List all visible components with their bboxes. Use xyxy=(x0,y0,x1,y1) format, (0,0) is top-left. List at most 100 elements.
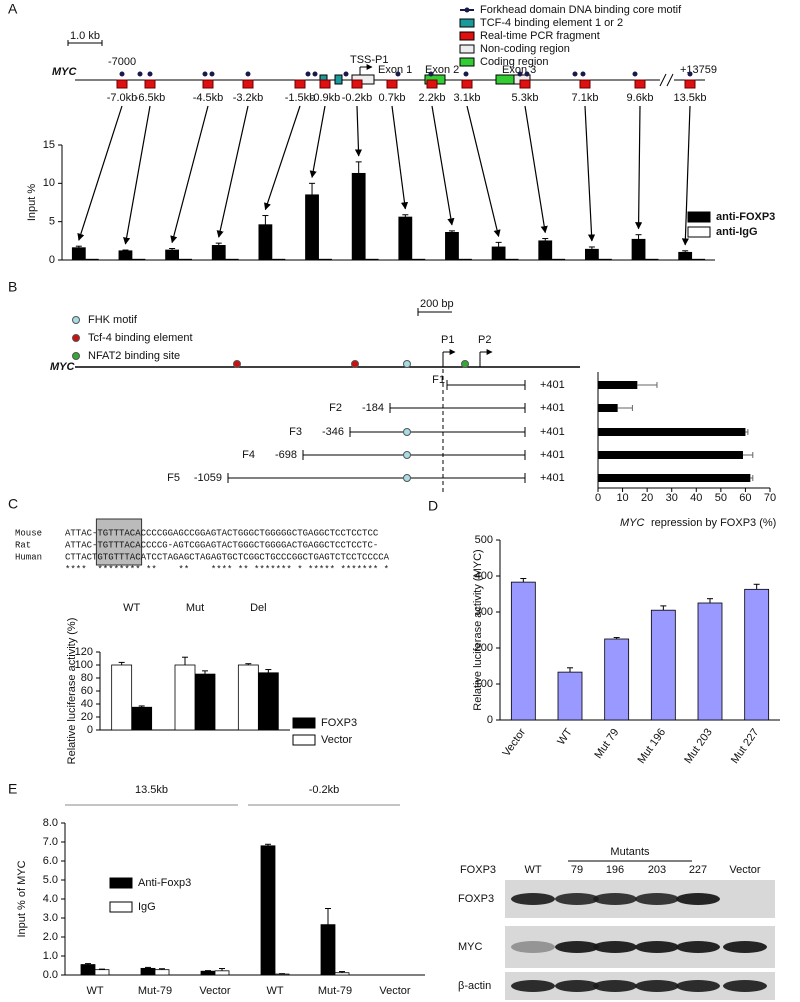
x-tick-label: WT xyxy=(123,602,140,614)
arrow xyxy=(309,105,326,179)
fragment-label: -3.2kb xyxy=(233,92,264,104)
construct-end-label: +401 xyxy=(540,402,565,414)
mutants-label: Mutants xyxy=(610,846,650,858)
pcr-fragment xyxy=(116,79,128,89)
x-tick-label: Vector xyxy=(199,985,231,997)
y-tick-label: 100 xyxy=(75,659,93,671)
x-tick-label: Vector xyxy=(379,985,411,997)
fhk-dot xyxy=(403,474,411,482)
y-tick-label: 80 xyxy=(81,672,93,684)
legend-label: FOXP3 xyxy=(321,717,357,729)
legend-label: anti-FOXP3 xyxy=(716,211,775,223)
y-tick-label: 0 xyxy=(487,714,493,726)
end-coord: +13759 xyxy=(680,64,717,76)
x-tick-label: 20 xyxy=(641,492,653,504)
legend-label: TCF-4 binding element 1 or 2 xyxy=(480,17,623,29)
arrow xyxy=(264,105,301,211)
forkhead-motif xyxy=(687,71,693,77)
forkhead-motif xyxy=(137,71,143,77)
fragment-label: 7.1kb xyxy=(572,92,599,104)
forkhead-motif xyxy=(395,71,401,77)
y-tick-label: 4.0 xyxy=(43,893,58,905)
construct-start: -1059 xyxy=(194,472,222,484)
break xyxy=(666,73,674,87)
motif-box xyxy=(95,518,143,566)
bar xyxy=(320,924,336,976)
arrow xyxy=(354,105,363,157)
arrow xyxy=(170,105,209,244)
x-tick-label: 40 xyxy=(690,492,702,504)
fragment-label: -6.5kb xyxy=(135,92,166,104)
band xyxy=(511,941,555,953)
fragment-label: 3.1kb xyxy=(454,92,481,104)
forkhead-motif xyxy=(305,71,311,77)
x-tick-label: Mut-79 xyxy=(318,985,352,997)
forkhead-motif xyxy=(428,71,434,77)
bar xyxy=(257,672,279,731)
lane-label: 203 xyxy=(648,864,666,876)
fragment-label: 9.6kb xyxy=(627,92,654,104)
fragment-label: 13.5kb xyxy=(673,92,706,104)
bar xyxy=(224,258,239,261)
band xyxy=(635,980,679,992)
pcr-fragment xyxy=(144,79,156,89)
y-tick-label: 500 xyxy=(475,534,493,546)
pcr-fragment xyxy=(351,79,363,89)
forkhead-motif xyxy=(147,71,153,77)
legend-swatch xyxy=(687,211,711,223)
pcr-fragment xyxy=(426,79,438,89)
y-tick-label: 400 xyxy=(475,570,493,582)
forkhead-motif xyxy=(209,71,215,77)
pcr-fragment xyxy=(242,79,254,89)
forkhead-motif xyxy=(119,71,125,77)
lane-label: 79 xyxy=(571,864,583,876)
pcr-fragment xyxy=(319,79,331,89)
fragment-label: -1.5kb xyxy=(285,92,316,104)
forkhead-motif xyxy=(312,71,318,77)
bar xyxy=(650,609,676,721)
fragment-label: 5.3kb xyxy=(512,92,539,104)
species-label: Mouse xyxy=(15,528,42,538)
pcr-fragment xyxy=(461,79,473,89)
x-tick-label: WT xyxy=(555,726,575,747)
bar xyxy=(305,194,319,261)
legend-swatch xyxy=(292,717,316,729)
panel-label: E xyxy=(8,781,17,797)
group-label: 13.5kb xyxy=(135,784,168,796)
site-dot xyxy=(233,360,241,368)
legend-label: Anti-Foxp3 xyxy=(138,877,191,889)
legend-label: Non-coding region xyxy=(480,43,570,55)
bar xyxy=(538,240,553,261)
exon-label: Exon 2 xyxy=(425,64,459,76)
bar xyxy=(691,258,706,261)
lane-label: 196 xyxy=(606,864,624,876)
bar xyxy=(584,248,599,261)
row-label: MYC xyxy=(458,941,483,953)
legend-icon xyxy=(459,44,475,54)
legend-icon xyxy=(459,18,475,28)
bar xyxy=(597,258,612,261)
bar xyxy=(491,246,506,261)
y-tick-label: 2.0 xyxy=(43,931,58,943)
arrow xyxy=(391,105,409,210)
y-tick-label: 10 xyxy=(43,177,55,189)
promoter-label: P1 xyxy=(441,334,454,346)
blot-header: FOXP3 xyxy=(460,864,496,876)
fragment-label: -7.0kb xyxy=(107,92,138,104)
fragment-label: 2.2kb xyxy=(419,92,446,104)
pcr-fragment xyxy=(684,79,696,89)
x-tick-label: 10 xyxy=(616,492,628,504)
panel-label: D xyxy=(428,498,438,514)
fhk-dot xyxy=(403,451,411,459)
band xyxy=(555,980,599,992)
bar xyxy=(84,258,99,261)
band xyxy=(676,980,720,992)
legend-swatch xyxy=(687,226,711,238)
species-label: Rat xyxy=(15,540,31,550)
construct-end-label: +401 xyxy=(540,426,565,438)
arrow xyxy=(681,105,691,246)
y-tick-label: 0 xyxy=(49,254,55,266)
pcr-fragment xyxy=(294,79,306,89)
bar xyxy=(111,664,133,731)
x-tick-label: Mut 196 xyxy=(636,727,669,766)
